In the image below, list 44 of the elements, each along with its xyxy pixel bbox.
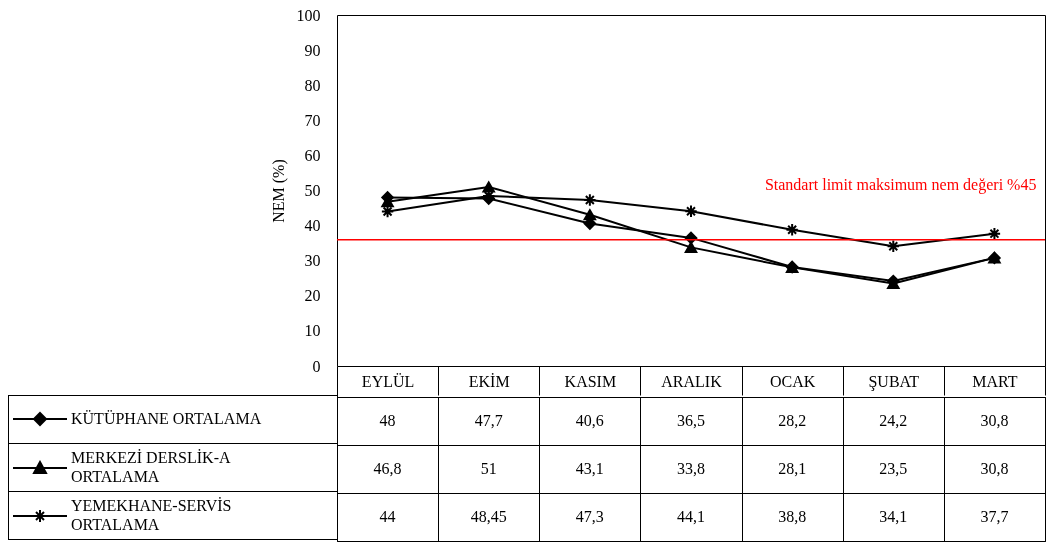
y-tick-label: 100 [296, 6, 321, 24]
x-tick-label: KASIM [564, 372, 617, 390]
y-tick-label: 10 [304, 322, 321, 340]
data-label: 37,7 [980, 508, 1009, 525]
data-label: 47,7 [474, 412, 503, 429]
data-label: 28,2 [778, 412, 807, 429]
data-label: 51 [480, 460, 497, 477]
y-tick-label: 40 [304, 217, 321, 235]
data-label: 33,8 [677, 460, 705, 477]
y-tick-label: 20 [304, 287, 321, 305]
data-label: 43,1 [575, 460, 604, 477]
data-label: 47,3 [575, 508, 604, 525]
data-label: 44,1 [677, 508, 705, 525]
data-label: 36,5 [677, 412, 705, 429]
data-label: 23,5 [879, 460, 908, 477]
y-axis-title: NEM (%) [269, 159, 288, 223]
x-tick-label: ŞUBAT [868, 372, 920, 391]
x-tick-label: EYLÜL [361, 372, 415, 390]
data-label: 48 [379, 412, 396, 429]
y-tick-label: 80 [304, 76, 321, 94]
data-label: 30,8 [980, 412, 1009, 429]
x-tick-label: ARALIK [661, 372, 723, 390]
y-tick-label: 60 [304, 146, 321, 164]
data-label: 46,8 [373, 460, 402, 477]
y-tick-label: 90 [304, 41, 321, 59]
x-tick-label: EKİM [468, 372, 510, 390]
data-label: 44 [379, 508, 396, 525]
data-label: 34,1 [879, 508, 908, 525]
legend-label: YEMEKHANE-SERVİS ORTALAMA [71, 497, 233, 534]
data-label: 30,8 [980, 460, 1009, 477]
legend-label: KÜTÜPHANE ORTALAMA [71, 410, 262, 429]
x-tick-label: OCAK [769, 372, 816, 390]
data-label: 40,6 [575, 412, 604, 429]
data-label: 38,8 [778, 508, 807, 525]
x-tick-label: MART [972, 372, 1018, 390]
data-label: 24,2 [879, 412, 908, 429]
ref-line-label: Standart limit maksimum nem değeri %45 [764, 175, 1037, 194]
y-tick-label: 50 [304, 182, 321, 199]
y-tick-label: 70 [304, 111, 321, 129]
data-label: 48,45 [470, 508, 507, 525]
y-tick-label: 0 [312, 357, 321, 375]
y-tick-label: 30 [304, 252, 321, 270]
data-label: 28,1 [778, 460, 807, 477]
legend-label: MERKEZİ DERSLİK-A ORTALAMA [71, 449, 232, 486]
